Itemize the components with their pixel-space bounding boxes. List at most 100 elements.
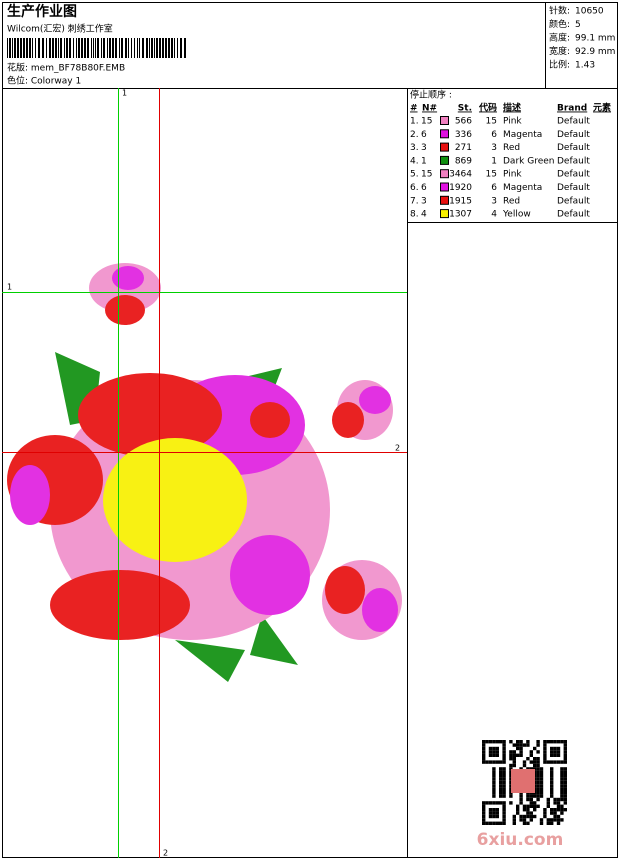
qr-cell [553,750,557,754]
qr-cell [546,821,550,825]
needle: 15 [421,117,432,127]
qr-cell [492,753,496,757]
bar-stripe [17,38,19,58]
qr-cell [550,808,554,812]
bar-stripe [142,38,144,58]
qr-cell [502,808,506,812]
bar-stripe [38,38,40,58]
qr-cell [519,750,523,754]
qr-cell [556,818,561,822]
qr-cell [553,753,557,757]
bar-stripe [58,38,59,58]
qr-cell [526,808,530,812]
qr-cell [533,767,537,771]
stitches: 566 [455,117,472,127]
qr-cell [536,743,540,747]
qr-cell [533,801,537,805]
qr-cell [529,797,533,802]
bar-stripe [151,38,153,58]
qr-cell [509,791,513,795]
bar-stripe [29,38,31,58]
qr-cell [502,787,506,791]
title: 生产作业图 [7,3,77,20]
qr-cell [546,797,550,802]
bar-stripe [93,38,94,58]
qr-cell [509,757,513,761]
qr-cell [509,770,513,774]
bar-stripe [103,38,105,58]
table-caption: 停止顺序 : [410,89,452,101]
qr-cell [482,750,486,754]
bar-stripe [87,38,89,58]
qr-cell [539,821,544,825]
bar-stripe [42,38,44,58]
bar-stripe [49,38,51,58]
qr-cell [492,774,496,778]
qr-cell [512,753,516,757]
qr-cell [492,808,496,812]
barcode [7,38,186,58]
qr-cell [495,760,499,764]
qr-cell [556,753,561,757]
qr-cell [502,740,506,744]
bar-stripe [115,38,117,58]
qr-cell [502,818,506,822]
qr-cell [560,784,564,788]
bar-stripe [177,38,178,58]
qr-cell [519,797,523,802]
column-header: 代码 [478,102,497,114]
qr-cell [550,794,554,798]
brand: Default [557,143,590,153]
qr-cell [492,791,496,795]
qr-cell [516,811,520,815]
qr-cell [550,811,554,815]
bar-stripe [149,38,150,58]
qr-cell [502,780,506,785]
code: 4 [491,210,497,220]
qr-cell [563,757,567,761]
qr-cell [560,818,564,822]
qr-cell [509,801,513,805]
qr-cell [560,797,564,802]
qr-cell [556,808,561,812]
qr-cell [563,777,567,781]
bar-stripe [52,38,54,58]
bud [112,266,144,290]
qr-cell [519,767,523,771]
qr-cell [502,801,506,805]
qr-cell [499,787,503,791]
qr-cell [509,777,513,781]
qr-cell [543,746,547,751]
qr-cell [485,801,489,805]
qr-cell [536,740,540,744]
qr-cell [536,791,540,795]
qr-cell [556,804,561,808]
qr-cell [499,777,503,781]
bar-stripe [156,38,158,58]
qr-cell [502,767,506,771]
description: Yellow [502,210,531,220]
qr-cell [533,814,537,819]
qr-cell [509,794,513,798]
qr-cell [539,767,544,771]
qr-cell [536,777,540,781]
qr-cell [546,818,550,822]
qr-cell [516,740,520,744]
code: 6 [491,183,497,193]
qr-cell [543,808,547,812]
bar-stripe [66,38,68,58]
qr-cell [539,777,544,781]
swatch [440,129,449,139]
description: Red [503,143,520,153]
qr-cell [512,763,516,768]
qr-cell [563,797,567,802]
leaf [250,615,298,665]
qr-cell [488,753,493,757]
column-header: 元素 [593,102,611,114]
bar-stripe [95,38,96,58]
qr-cell [563,760,567,764]
stop: 6. [410,183,419,193]
qr-cell [502,794,506,798]
qr-cell [516,808,520,812]
bud [325,566,365,614]
